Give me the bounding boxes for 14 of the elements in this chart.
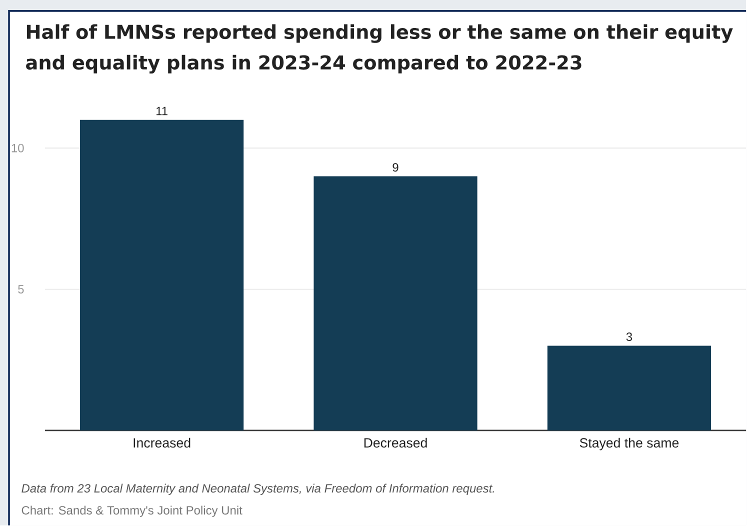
data-label: 3 [626,332,632,341]
y-tick-label: 10 [12,144,24,152]
y-tick-label: 5 [18,284,24,294]
bar [80,120,244,430]
data-label: 11 [156,106,168,116]
bar [314,176,478,430]
text: Chart: Sands & Tommy's Joint Policy Unit [22,506,242,517]
x-tick-label: Stayed the same [580,438,679,450]
bar [547,346,712,430]
data-label: 9 [392,162,398,172]
x-tick-label: Decreased [364,438,427,448]
text: Data from 23 Local Maternity and Neonatal Systems, via Freedom of Information request. [22,484,494,495]
chart-title: Half of LMNSs reported spending less or the same on their equity and equality plans in 2023-24 compared to 2022-23 [26,24,733,74]
x-tick-label: Increased [134,438,190,448]
